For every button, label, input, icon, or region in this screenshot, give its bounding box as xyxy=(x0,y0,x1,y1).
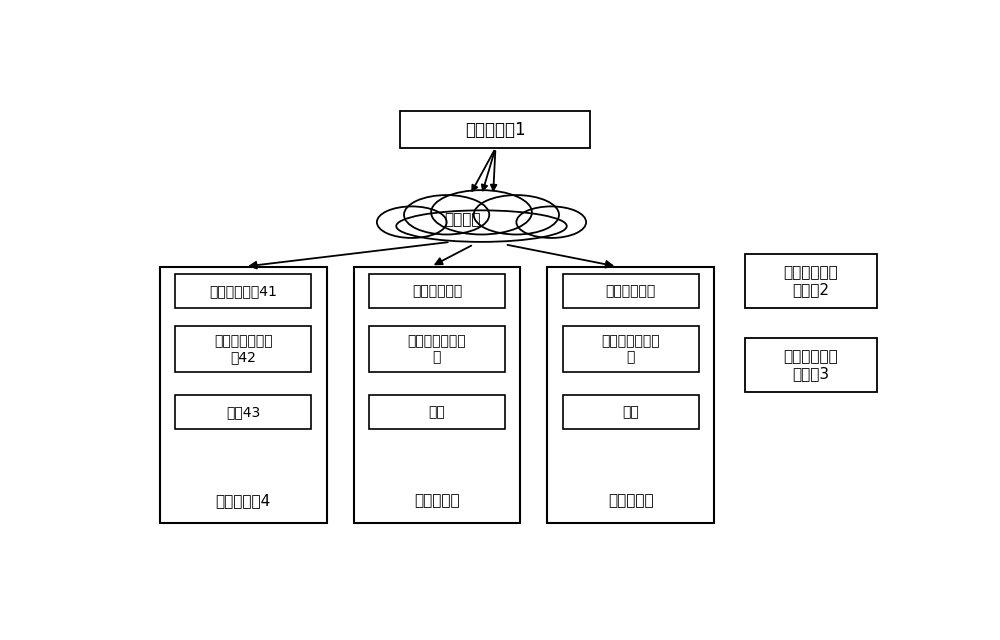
Text: 存储服务器4: 存储服务器4 xyxy=(216,493,271,508)
FancyBboxPatch shape xyxy=(369,395,505,429)
Text: 目标客户端1: 目标客户端1 xyxy=(465,121,525,139)
FancyBboxPatch shape xyxy=(160,266,326,523)
Ellipse shape xyxy=(377,207,447,238)
Text: 数据管理服务节
点: 数据管理服务节 点 xyxy=(601,334,660,364)
Ellipse shape xyxy=(516,207,586,238)
FancyBboxPatch shape xyxy=(547,266,714,523)
FancyBboxPatch shape xyxy=(400,111,590,148)
Text: 分布式存储管
理前端2: 分布式存储管 理前端2 xyxy=(784,265,838,298)
Text: 磁盘: 磁盘 xyxy=(622,405,639,419)
FancyBboxPatch shape xyxy=(563,326,698,372)
FancyBboxPatch shape xyxy=(175,274,311,308)
FancyBboxPatch shape xyxy=(354,266,520,523)
Ellipse shape xyxy=(396,211,567,242)
FancyBboxPatch shape xyxy=(369,274,505,308)
Text: 存储服务器: 存储服务器 xyxy=(608,493,654,508)
Text: 接入服务节点: 接入服务节点 xyxy=(606,284,656,298)
Text: 接入网络: 接入网络 xyxy=(444,212,480,227)
Text: 存储服务器: 存储服务器 xyxy=(414,493,460,508)
FancyBboxPatch shape xyxy=(745,338,877,392)
Text: 接入服务节点: 接入服务节点 xyxy=(412,284,462,298)
Text: 数据链路分配
服务器3: 数据链路分配 服务器3 xyxy=(784,349,838,381)
FancyBboxPatch shape xyxy=(175,326,311,372)
Text: 接入服务节点41: 接入服务节点41 xyxy=(209,284,277,298)
FancyBboxPatch shape xyxy=(175,395,311,429)
Text: 磁盘: 磁盘 xyxy=(429,405,445,419)
FancyBboxPatch shape xyxy=(563,395,698,429)
Text: 磁盘43: 磁盘43 xyxy=(226,405,260,419)
FancyBboxPatch shape xyxy=(369,326,505,372)
FancyBboxPatch shape xyxy=(563,274,698,308)
FancyBboxPatch shape xyxy=(745,254,877,308)
Ellipse shape xyxy=(431,190,532,234)
Ellipse shape xyxy=(474,195,559,234)
Text: 数据管理服务节
点42: 数据管理服务节 点42 xyxy=(214,334,272,364)
Text: 数据管理服务节
点: 数据管理服务节 点 xyxy=(408,334,466,364)
Ellipse shape xyxy=(404,195,489,234)
